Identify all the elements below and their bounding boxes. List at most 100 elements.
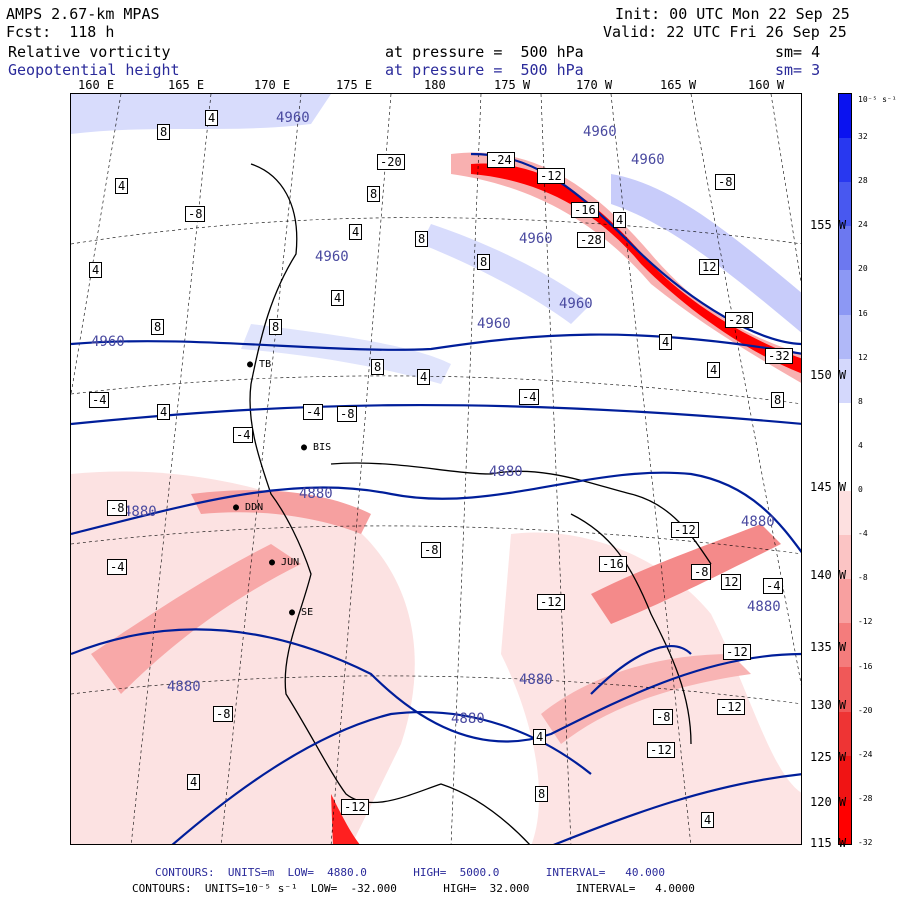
colorbar-segment — [839, 755, 851, 800]
vorticity-label: -12 — [717, 699, 745, 715]
height-label: 4880 — [451, 711, 485, 727]
vorticity-label: 8 — [269, 319, 283, 335]
lon-label: 165 E — [168, 78, 205, 92]
colorbar-segment — [839, 535, 851, 580]
vorticity-label: -12 — [671, 522, 699, 538]
lon-label: 175 W — [494, 78, 531, 92]
lat-label: 130 W — [810, 698, 847, 712]
lon-label: 160 E — [78, 78, 115, 92]
vorticity-label: -8 — [213, 706, 234, 722]
station-marker: ● SE — [289, 607, 314, 618]
vorticity-label: 8 — [415, 231, 429, 247]
vorticity-map: 4960 4960 4960 4960 4960 4960 4960 4960 … — [70, 93, 802, 845]
height-label: 4960 — [91, 334, 125, 350]
vorticity-label: -24 — [487, 152, 515, 168]
colorbar-tick-label: 20 — [858, 264, 868, 274]
lat-label: 145 W — [810, 480, 847, 494]
lat-label: 115 W — [810, 836, 847, 850]
field1-name: Relative vorticity — [8, 43, 171, 61]
colorbar-tick-label: 0 — [858, 485, 863, 495]
vorticity-contour-info: CONTOURS: UNITS=10⁻⁵ s⁻¹ LOW= -32.000 HI… — [132, 882, 695, 895]
height-label: 4880 — [741, 514, 775, 530]
vorticity-label: 8 — [367, 186, 381, 202]
valid-time: Valid: 22 UTC Fri 26 Sep 25 — [603, 23, 847, 41]
colorbar-segment — [839, 490, 851, 536]
height-label: 4880 — [747, 599, 781, 615]
lon-label: 165 W — [660, 78, 697, 92]
vorticity-label: 12 — [699, 259, 720, 275]
field2-level: at pressure = 500 hPa — [385, 61, 584, 79]
height-label: 4880 — [299, 486, 333, 502]
lon-label: 160 W — [748, 78, 785, 92]
height-label: 4960 — [519, 231, 553, 247]
vorticity-label: 4 — [533, 729, 547, 745]
lat-label: 135 W — [810, 640, 847, 654]
lat-label: 155 W — [810, 218, 847, 232]
height-label: 4960 — [315, 249, 349, 265]
vorticity-label: -12 — [647, 742, 675, 758]
vorticity-label: -8 — [653, 709, 674, 725]
colorbar-tick-label: -16 — [858, 661, 873, 671]
vorticity-label: -4 — [107, 559, 128, 575]
station-marker: ● DDN — [233, 502, 264, 513]
vorticity-label: -16 — [599, 556, 627, 572]
field1-level: at pressure = 500 hPa — [385, 43, 584, 61]
colorbar-segment — [839, 799, 851, 844]
colorbar-tick-label: 28 — [858, 176, 868, 186]
colorbar-segment — [839, 579, 851, 624]
vorticity-label: -8 — [691, 564, 712, 580]
vorticity-label: -20 — [377, 154, 405, 170]
vorticity-label: 4 — [707, 362, 721, 378]
vorticity-label: -4 — [89, 392, 110, 408]
vorticity-label: 4 — [417, 369, 431, 385]
vorticity-label: -8 — [715, 174, 736, 190]
lat-label: 120 W — [810, 795, 847, 809]
vorticity-label: 4 — [659, 334, 673, 350]
colorbar-tick-label: 4 — [858, 440, 863, 450]
lon-label: 180 — [424, 78, 446, 92]
colorbar-tick-label: 32 — [858, 132, 868, 142]
vorticity-label: -4 — [763, 578, 784, 594]
station-marker: ● JUN — [269, 557, 300, 568]
vorticity-label: -12 — [537, 594, 565, 610]
station-marker: ● BIS — [301, 442, 332, 453]
vorticity-label: -28 — [725, 312, 753, 328]
field2-smoothing: sm= 3 — [775, 61, 821, 79]
lat-label: 140 W — [810, 568, 847, 582]
init-time: Init: 00 UTC Mon 22 Sep 25 — [615, 5, 850, 23]
colorbar-segment — [839, 94, 851, 139]
vorticity-label: -8 — [421, 542, 442, 558]
vorticity-label: -32 — [765, 348, 793, 364]
vorticity-label: -8 — [337, 406, 358, 422]
vorticity-label: 4 — [331, 290, 345, 306]
vorticity-label: 8 — [157, 124, 171, 140]
colorbar-tick-label: -32 — [858, 838, 873, 847]
lat-label: 125 W — [810, 750, 847, 764]
colorbar-segment — [839, 711, 851, 756]
model-title: AMPS 2.67-km MPAS — [6, 5, 160, 23]
lon-label: 170 W — [576, 78, 613, 92]
colorbar-segment — [839, 182, 851, 227]
colorbar — [838, 93, 852, 845]
colorbar-segment — [839, 446, 851, 491]
vorticity-label: 4 — [157, 404, 171, 420]
vorticity-label: 8 — [477, 254, 491, 270]
vorticity-label: 8 — [371, 359, 385, 375]
colorbar-segment — [839, 667, 851, 712]
height-label: 4880 — [519, 672, 553, 688]
height-label: 4960 — [477, 316, 511, 332]
lon-label: 175 E — [336, 78, 373, 92]
vorticity-label: 8 — [771, 392, 785, 408]
colorbar-unit: 10⁻⁵ s⁻¹ — [858, 95, 897, 104]
colorbar-segment — [839, 138, 851, 183]
vorticity-label: -4 — [233, 427, 254, 443]
height-label: 4880 — [489, 464, 523, 480]
vorticity-label: -8 — [185, 206, 206, 222]
vorticity-label: -12 — [537, 168, 565, 184]
colorbar-segment — [839, 402, 851, 447]
colorbar-segment — [839, 226, 851, 271]
field1-smoothing: sm= 4 — [775, 43, 821, 61]
vorticity-label: -12 — [341, 799, 369, 815]
vorticity-label: 4 — [187, 774, 201, 790]
colorbar-tick-label: 12 — [858, 352, 868, 362]
